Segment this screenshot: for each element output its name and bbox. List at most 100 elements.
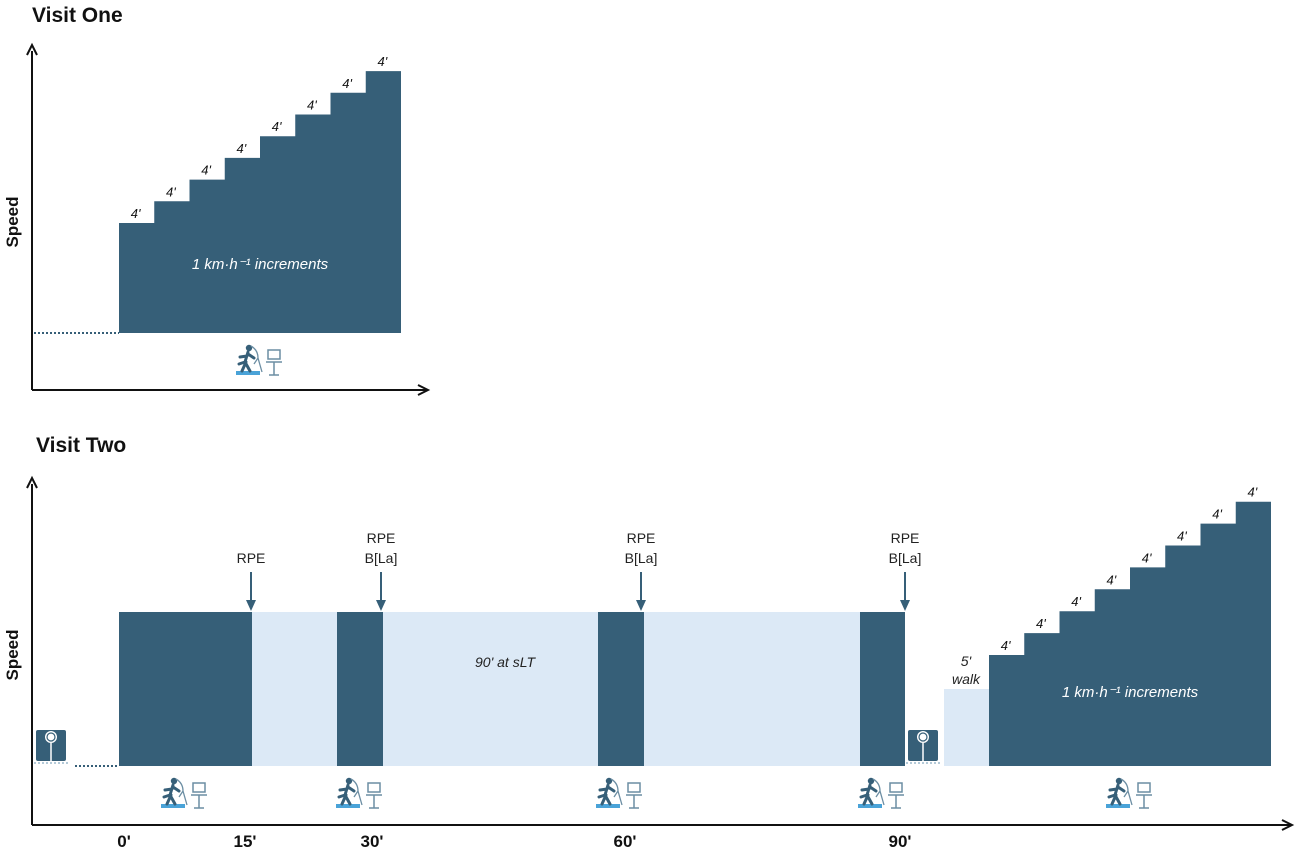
runner-head [170, 777, 178, 785]
walk-duration-label: 5' [961, 653, 973, 669]
monitor [367, 782, 381, 793]
runner-head [245, 344, 253, 352]
marker-label: B[La] [625, 550, 658, 566]
visit-one-step-duration-label: 4' [342, 76, 352, 91]
mask-tube [872, 778, 885, 806]
runner-body [337, 783, 356, 806]
monitor-stand [888, 794, 904, 809]
visit-one-step-duration-label: 4' [307, 98, 317, 113]
treadmill-belt [858, 804, 882, 808]
marker-label: B[La] [889, 550, 922, 566]
monitor [889, 782, 903, 793]
mask-tube [175, 778, 188, 806]
x-tick-label: 15' [234, 832, 257, 851]
monitor-stand [626, 794, 642, 809]
monitor [267, 349, 281, 360]
mask-tube [250, 345, 263, 373]
monitor [1137, 782, 1151, 793]
visit-one-y-axis-arrow [26, 42, 38, 56]
scale-dial-ring [918, 732, 928, 742]
runner-treadmill-icon [596, 777, 642, 809]
visit-one-step-duration-label: 4' [201, 163, 211, 178]
x-tick-label: 30' [361, 832, 384, 851]
visit-two-increments-label: 1 km·h⁻¹ increments [1062, 684, 1199, 701]
monitor-stand [266, 361, 282, 376]
visit-two-incremental-test-block [989, 501, 1271, 766]
runner-body [1107, 783, 1126, 806]
walk-label: walk [952, 671, 981, 687]
visit-two-title: Visit Two [36, 434, 126, 457]
runner-body [597, 783, 616, 806]
visit-two-step-duration-label: 4' [1142, 550, 1152, 565]
visit-two-step-duration-label: 4' [1107, 572, 1117, 587]
monitor [627, 782, 641, 793]
runner-treadmill-icon [858, 777, 904, 809]
visit-one-step-duration-label: 4' [131, 206, 141, 221]
runner-head [867, 777, 875, 785]
visit-one-title: Visit One [32, 4, 123, 27]
runner-treadmill-icon [236, 344, 282, 376]
monitor [192, 782, 206, 793]
visit-one-y-label: Speed [3, 196, 22, 247]
treadmill-belt [596, 804, 620, 808]
treadmill-belt [336, 804, 360, 808]
scale-icon [906, 730, 940, 764]
visit-two-step-duration-label: 4' [1248, 485, 1258, 500]
visit-two-measurement-block [337, 612, 383, 766]
treadmill-belt [236, 371, 260, 375]
mask-tube [350, 778, 363, 806]
mask-tube [1120, 778, 1133, 806]
visit-two-measurement-block [860, 612, 905, 766]
treadmill-belt [161, 804, 185, 808]
marker-arrow-head [376, 600, 386, 611]
runner-body [162, 783, 181, 806]
visit-two-step-duration-label: 4' [1071, 594, 1081, 609]
visit-two-slt-label: 90' at sLT [475, 654, 536, 670]
visit-two-walk-block [944, 689, 989, 766]
runner-head [1115, 777, 1123, 785]
scale-dial-ring [46, 732, 56, 742]
visit-one-step-duration-label: 4' [378, 54, 388, 69]
visit-two-step-duration-label: 4' [1036, 616, 1046, 631]
visit-two-measurement-block [598, 612, 644, 766]
monitor-stand [366, 794, 382, 809]
x-tick-label: 60' [614, 832, 637, 851]
visit-one-step-duration-label: 4' [166, 184, 176, 199]
runner-treadmill-icon [336, 777, 382, 809]
visit-one-step-duration-label: 4' [272, 119, 282, 134]
visit-two-slt-block [644, 612, 860, 766]
runner-body [237, 350, 256, 373]
runner-treadmill-icon [1106, 777, 1152, 809]
x-tick-label: 0' [117, 832, 131, 851]
visit-one-x-axis-arrow [417, 384, 431, 396]
visit-one-incremental-test-block [119, 71, 401, 333]
visit-two-slt-block [252, 612, 337, 766]
marker-arrow-head [246, 600, 256, 611]
visit-one-increments-label: 1 km·h⁻¹ increments [192, 256, 329, 273]
runner-head [605, 777, 613, 785]
marker-arrow-head [900, 600, 910, 611]
marker-label: RPE [367, 530, 396, 546]
monitor-stand [1136, 794, 1152, 809]
marker-label: RPE [627, 530, 656, 546]
visit-two-y-axis-arrow [26, 475, 38, 489]
monitor-stand [191, 794, 207, 809]
marker-label: RPE [891, 530, 920, 546]
x-tick-label: 90' [889, 832, 912, 851]
marker-arrow-head [636, 600, 646, 611]
runner-body [859, 783, 878, 806]
visit-one-step-duration-label: 4' [237, 141, 247, 156]
visit-two-y-label: Speed [3, 629, 22, 680]
visit-two-step-duration-label: 4' [1001, 638, 1011, 653]
treadmill-belt [1106, 804, 1130, 808]
mask-tube [610, 778, 623, 806]
scale-icon [34, 730, 68, 764]
visit-two-slt-block [383, 612, 598, 766]
marker-label: RPE [237, 550, 266, 566]
visit-two-x-axis-arrow [1281, 819, 1295, 831]
visit-two-measurement-block [119, 612, 252, 766]
runner-head [345, 777, 353, 785]
visit-two-step-duration-label: 4' [1177, 529, 1187, 544]
